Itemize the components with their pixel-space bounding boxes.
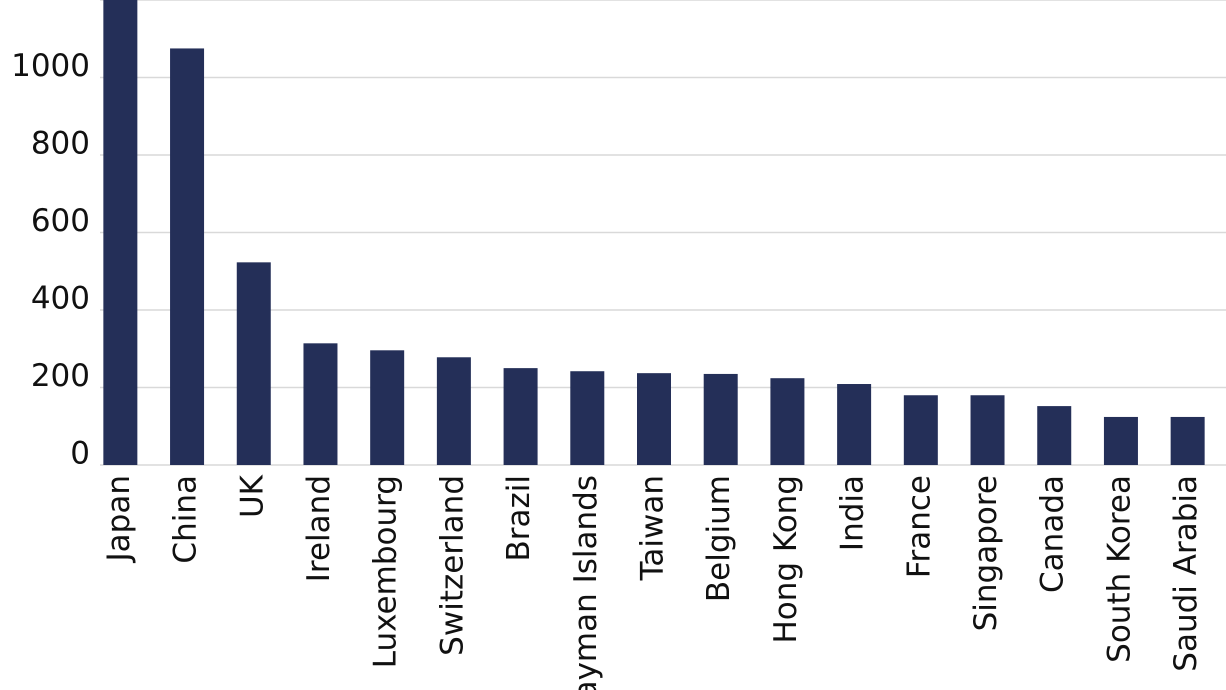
y-tick-label: 1000 bbox=[11, 48, 90, 84]
bar bbox=[503, 368, 538, 465]
bar bbox=[770, 378, 805, 465]
bar bbox=[103, 0, 138, 465]
bar bbox=[970, 395, 1005, 465]
x-tick-label: Brazil bbox=[501, 475, 537, 562]
bar bbox=[170, 48, 205, 465]
x-tick-label: Taiwan bbox=[635, 475, 671, 581]
x-tick-label: Hong Kong bbox=[768, 475, 804, 644]
x-tick-label: Canada bbox=[1035, 475, 1071, 593]
x-tick-label: South Korea bbox=[1101, 475, 1137, 663]
bar bbox=[1037, 406, 1072, 465]
bar bbox=[637, 373, 671, 465]
x-tick-label: Switzerland bbox=[434, 475, 470, 656]
y-tick-label: 200 bbox=[31, 358, 90, 394]
bar bbox=[436, 357, 471, 465]
bar bbox=[303, 343, 338, 465]
x-tick-label: China bbox=[168, 475, 204, 564]
y-tick-label: 400 bbox=[31, 281, 90, 317]
x-tick-label: Cayman Islands bbox=[568, 475, 604, 690]
x-tick-label: UK bbox=[234, 474, 270, 518]
y-tick-label: 800 bbox=[31, 126, 90, 162]
bar bbox=[703, 373, 738, 465]
y-tick-label: 600 bbox=[31, 203, 90, 239]
x-tick-label: France bbox=[901, 475, 937, 578]
bar bbox=[837, 384, 872, 465]
x-tick-label: India bbox=[835, 475, 871, 551]
x-tick-label: Saudi Arabia bbox=[1168, 475, 1204, 672]
y-tick-label: 1200 bbox=[11, 0, 90, 7]
x-tick-label: Luxembourg bbox=[368, 475, 404, 668]
x-tick-label: Belgium bbox=[701, 475, 737, 602]
bar bbox=[370, 350, 405, 465]
y-tick-label: 0 bbox=[70, 436, 90, 472]
bar bbox=[570, 371, 605, 465]
x-tick-label: Japan bbox=[101, 475, 137, 563]
bar bbox=[236, 262, 271, 465]
bar bbox=[1103, 416, 1138, 465]
x-tick-label: Ireland bbox=[301, 475, 337, 582]
bar bbox=[1170, 416, 1205, 465]
bar bbox=[903, 395, 938, 465]
x-tick-label: Singapore bbox=[968, 475, 1004, 631]
